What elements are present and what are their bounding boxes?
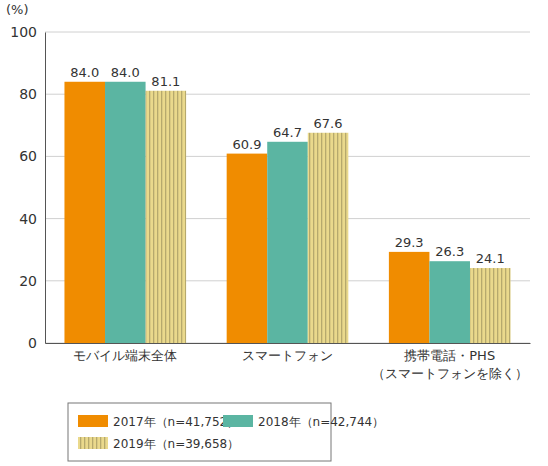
data-label: 84.0 [70, 65, 99, 80]
x-axis: モバイル端末全体 スマートフォン 携帯電話・PHS（スマートフォンを除く） [46, 343, 531, 381]
y-tick: 100 [10, 24, 45, 40]
data-label: 60.9 [232, 137, 261, 152]
bar [429, 261, 470, 343]
y-tick-label: 20 [19, 273, 37, 289]
legend-item: 2019年（n=39,658） [78, 437, 239, 451]
bar [146, 91, 187, 343]
x-tick: 携帯電話・PHS（スマートフォンを除く） [372, 343, 528, 381]
data-label: 64.7 [273, 125, 302, 140]
legend-swatch [78, 437, 108, 449]
legend-label: 2017年（n=41,752） [113, 415, 239, 429]
legend-label: 2018年（n=42,744） [258, 415, 384, 429]
x-tick-label: 携帯電話・PHS（スマートフォンを除く） [372, 348, 528, 381]
data-label: 67.6 [314, 116, 343, 131]
bars [64, 82, 510, 343]
x-tick-label: スマートフォン [242, 348, 333, 363]
grid [45, 32, 530, 343]
y-tick: 0 [28, 335, 45, 351]
data-label: 29.3 [395, 235, 424, 250]
bar [389, 252, 430, 343]
x-tick-label: モバイル端末全体 [73, 348, 177, 363]
grid-line [45, 32, 530, 33]
x-tick: モバイル端末全体 [73, 343, 177, 363]
data-label: 81.1 [151, 74, 180, 89]
bar [470, 268, 511, 343]
y-tick-label: 40 [19, 211, 37, 227]
legend-swatch [78, 415, 108, 427]
legend: 2017年（n=41,752） 2018年（n=42,744） 2019年（n=39… [68, 403, 384, 461]
data-labels: 84.0 60.9 29.3 84.0 64.7 26.3 81.1 67.6 24.1 [70, 65, 504, 266]
plot: 0 20 40 60 80 100 84.0 60.9 29.3 84.0 64.7 26.3 81.1… [10, 24, 530, 381]
y-axis: 0 20 40 60 80 100 [10, 24, 45, 351]
legend-item: 2018年（n=42,744） [223, 415, 384, 429]
y-tick: 20 [19, 273, 45, 289]
bar [308, 133, 349, 343]
y-axis-title: (%) [6, 2, 29, 17]
legend-swatch [223, 415, 253, 427]
bar [105, 82, 146, 343]
y-tick: 60 [19, 148, 45, 164]
bar [227, 154, 268, 343]
x-tick: スマートフォン [242, 343, 333, 363]
data-label: 84.0 [111, 65, 140, 80]
y-tick-label: 100 [10, 24, 37, 40]
x-axis-line [46, 343, 531, 344]
y-tick-label: 80 [19, 86, 37, 102]
legend-item: 2017年（n=41,752） [78, 415, 239, 429]
y-tick: 80 [19, 86, 45, 102]
y-axis-line [45, 33, 46, 344]
y-tick: 40 [19, 211, 45, 227]
chart: 0 20 40 60 80 100 84.0 60.9 29.3 84.0 64.7 26.3 81.1… [0, 0, 548, 466]
y-tick-label: 0 [28, 335, 37, 351]
legend-label: 2019年（n=39,658） [113, 437, 239, 451]
data-label: 24.1 [476, 251, 505, 266]
y-tick-label: 60 [19, 148, 37, 164]
data-label: 26.3 [435, 244, 464, 259]
legend-frame [68, 403, 331, 461]
bar [267, 142, 308, 343]
bar [64, 82, 105, 343]
